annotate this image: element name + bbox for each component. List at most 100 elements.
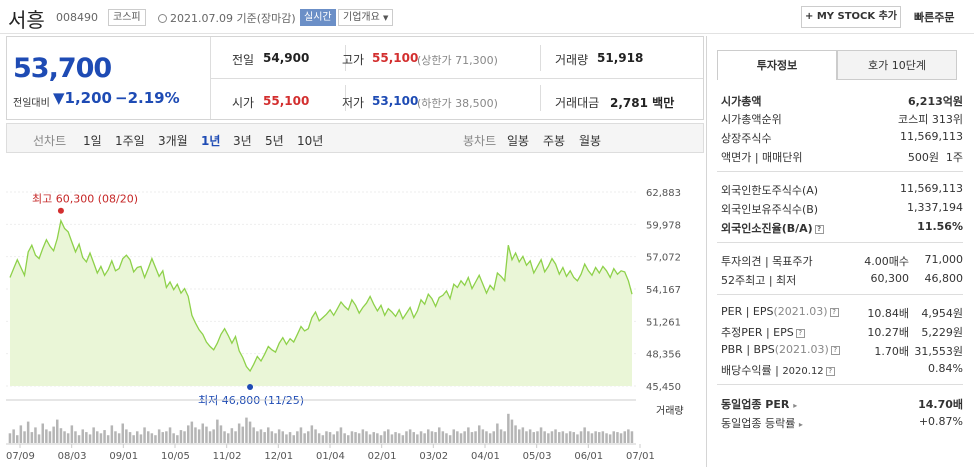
foreign-ratio-value: 11.56% <box>917 220 963 233</box>
volume-label: 거래량 <box>555 53 589 67</box>
period-1w[interactable]: 1주일 <box>115 134 145 148</box>
prev-close-label: 전일 <box>232 53 255 67</box>
per-label: PER | EPS(2021.03)? <box>721 305 839 318</box>
volume-bar <box>441 431 445 443</box>
price-chart[interactable]: 62,883 59,978 57,072 54,167 51,261 48,356 45,4… <box>6 156 704 467</box>
volume-bar <box>423 433 426 444</box>
y-tick-label: 59,978 <box>646 220 681 231</box>
w52-high-value: 60,300 <box>870 272 910 285</box>
volume-bar <box>419 431 423 443</box>
chevron-right-icon: ▸ <box>798 420 803 429</box>
foreign-ratio-text: 외국인소진율(B/A) <box>721 222 813 235</box>
volume-bar <box>139 434 143 443</box>
volume-bar <box>383 431 386 443</box>
volume-bar <box>434 432 437 443</box>
industry-rate-label: 동일업종 등락률 ▸ <box>721 415 803 431</box>
volume-bar <box>496 423 499 443</box>
volume-bar <box>492 431 495 443</box>
market-cap-row: 시가총액 6,213억원 <box>721 93 963 109</box>
volume-bar <box>37 434 41 443</box>
industry-per-label: 동일업종 PER ▸ <box>721 396 797 412</box>
volume-bar <box>550 431 554 443</box>
stock-code: 008490 <box>56 11 98 24</box>
volume-bar <box>467 427 470 443</box>
x-tick-label: 07/09 <box>6 451 35 462</box>
volume-bar <box>438 427 441 443</box>
tab-order-book[interactable]: 호가 10단계 <box>837 50 957 80</box>
pbr-row: PBR | BPS(2021.03)? 1.70배 31,553원 <box>721 343 963 359</box>
volume-bar <box>77 435 81 443</box>
help-icon[interactable]: ? <box>829 307 839 317</box>
live-badge[interactable]: 실시간 <box>300 9 336 26</box>
x-tick-label: 04/01 <box>471 451 500 462</box>
period-10y[interactable]: 10년 <box>297 134 324 148</box>
help-icon[interactable]: ? <box>830 345 840 355</box>
volume-bar <box>587 431 590 443</box>
pbr-value: 1.70배 <box>874 345 909 358</box>
volume-bar <box>281 431 284 443</box>
pbr-period: (2021.03) <box>774 343 829 356</box>
candle-weekly[interactable]: 주봉 <box>543 134 566 148</box>
industry-rate-row[interactable]: 동일업종 등락률 ▸ +0.87% <box>721 415 963 431</box>
high-marker <box>57 207 64 214</box>
w52-label: 52주최고 | 최저 <box>721 274 797 287</box>
investment-info-panel: 투자정보 호가 10단계 시가총액 6,213억원 시가총액순위 코스피 313위 … <box>706 36 974 467</box>
par-label: 액면가 | 매매단위 <box>721 151 803 164</box>
datetime-label: 2021.07.09 기준(장마감) <box>170 12 296 25</box>
pbr-label: PBR | BPS(2021.03)? <box>721 343 840 356</box>
volume-bar <box>85 432 88 443</box>
volume-bar <box>430 431 434 443</box>
help-icon[interactable]: ? <box>825 366 835 376</box>
volume-bar <box>245 417 248 443</box>
help-icon[interactable]: ? <box>795 328 805 338</box>
x-tick-label: 05/03 <box>523 451 552 462</box>
upper-limit-value: (상한가 71,300) <box>417 54 498 67</box>
volume-bar <box>347 435 350 443</box>
est-eps-value: 5,229원 <box>921 326 963 339</box>
help-icon[interactable]: ? <box>814 224 824 234</box>
x-tick-label: 10/05 <box>161 451 190 462</box>
period-3y[interactable]: 3년 <box>233 134 252 148</box>
company-overview-button[interactable]: 기업개요 ▼ <box>338 9 394 26</box>
volume-bar <box>583 427 586 443</box>
volume-bar <box>459 433 463 444</box>
volume-bar <box>572 432 575 443</box>
volume-bar <box>408 429 412 443</box>
candle-daily[interactable]: 일봉 <box>507 134 530 148</box>
period-1y[interactable]: 1년 <box>201 134 221 148</box>
quick-order-button[interactable]: 빠른주문 <box>914 11 955 24</box>
tab-investment-info[interactable]: 투자정보 <box>717 50 837 80</box>
w52-row: 52주최고 | 최저 60,300 46,800 <box>721 272 963 288</box>
volume-bar <box>376 433 379 444</box>
per-value: 10.84배 <box>867 307 909 320</box>
period-1d[interactable]: 1일 <box>83 134 102 148</box>
foreign-limit-label: 외국인한도주식수(A) <box>721 184 819 197</box>
volume-bar <box>576 434 579 443</box>
candle-monthly[interactable]: 월봉 <box>579 134 602 148</box>
volume-bar <box>114 431 117 443</box>
period-3m[interactable]: 3개월 <box>158 134 188 148</box>
shares-value: 11,569,113 <box>900 130 963 143</box>
volume-bar <box>230 428 234 443</box>
price-area <box>10 220 632 386</box>
divider <box>717 242 963 243</box>
x-tick-label: 08/03 <box>58 451 87 462</box>
volume-bar <box>103 430 106 443</box>
x-tick-label: 09/01 <box>109 451 138 462</box>
volume-value: 51,918 <box>597 51 644 65</box>
volume-bar <box>99 433 103 444</box>
volume-bar <box>594 431 597 443</box>
volume-bar <box>30 432 34 443</box>
volume-bar <box>121 423 124 443</box>
volume-bar <box>303 433 306 444</box>
change-label: 전일대비 <box>13 98 50 109</box>
industry-per-row[interactable]: 동일업종 PER ▸ 14.70배 <box>721 396 963 412</box>
volume-bar <box>499 429 503 443</box>
period-5y[interactable]: 5년 <box>265 134 284 148</box>
volume-bar <box>314 429 317 443</box>
volume-bar <box>70 425 74 443</box>
volume-bar <box>183 431 186 443</box>
foreign-limit-row: 외국인한도주식수(A) 11,569,113 <box>721 182 963 198</box>
add-my-stock-button[interactable]: + MY STOCK 추가 <box>801 6 901 28</box>
volume-bar <box>263 432 266 443</box>
